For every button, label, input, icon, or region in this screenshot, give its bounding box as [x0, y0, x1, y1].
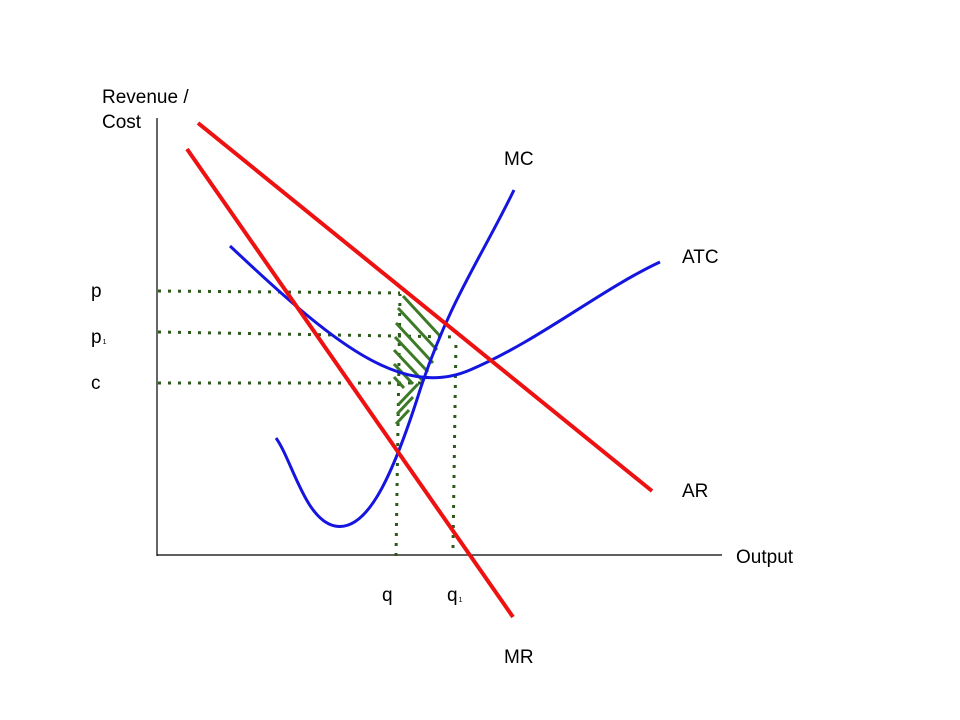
x-axis-label: Output	[736, 547, 794, 568]
price-p1-label: p1	[91, 328, 106, 347]
quantity-q-label: q	[382, 585, 393, 606]
guide-p1	[157, 330, 457, 339]
mc-label: MC	[504, 149, 534, 170]
quantity-q1-subscript: 1	[458, 597, 463, 604]
guide-q	[394, 293, 402, 557]
ar-curve	[196, 121, 654, 493]
profit-hatch	[392, 294, 442, 426]
guide-lines	[157, 289, 458, 557]
atc-curve	[228, 244, 661, 380]
y-axis-label: Revenue / Cost	[102, 87, 189, 133]
price-p1-subscript: 1	[102, 339, 107, 346]
atc-label: ATC	[682, 247, 719, 268]
mr-label: MR	[504, 647, 534, 668]
mr-curve	[185, 147, 515, 619]
quantity-q1-label: q1	[447, 586, 462, 605]
quantity-q1-text: q	[447, 585, 458, 606]
price-p-label: p	[91, 281, 102, 302]
cost-c-label: c	[91, 373, 101, 394]
ar-label: AR	[682, 481, 709, 502]
guide-q1	[451, 337, 458, 549]
mc-curve	[274, 189, 516, 528]
price-p1-text: p	[91, 327, 102, 348]
